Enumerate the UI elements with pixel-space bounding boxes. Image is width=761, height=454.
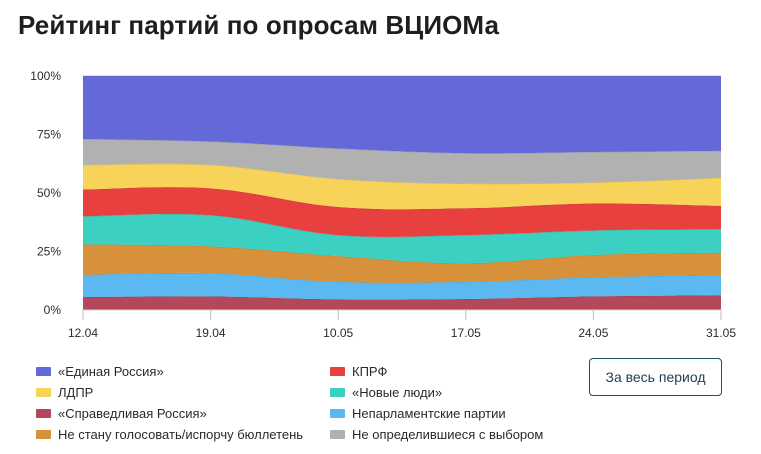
y-axis: 0% 25% 50% 75% 100% xyxy=(30,69,61,317)
legend-item[interactable]: КПРФ xyxy=(330,364,387,379)
area-series xyxy=(83,139,721,184)
x-tick-label: 12.04 xyxy=(68,326,98,340)
legend-label: Непарламентские партии xyxy=(352,406,506,421)
full-period-button[interactable]: За весь период xyxy=(589,358,722,396)
y-tick-label: 50% xyxy=(37,186,61,200)
area-series-edge xyxy=(82,186,722,210)
legend-swatch xyxy=(36,409,51,418)
legend-label: «Единая Россия» xyxy=(58,364,164,379)
page-title: Рейтинг партий по опросам ВЦИОМа xyxy=(18,10,500,40)
chart-areas xyxy=(82,75,722,310)
legend-swatch xyxy=(36,388,51,397)
legend-item[interactable]: «Новые люди» xyxy=(330,385,442,400)
y-tick-label: 0% xyxy=(44,303,62,317)
legend-swatch xyxy=(330,367,345,376)
y-tick-label: 75% xyxy=(37,128,61,142)
x-axis: 12.04 19.04 10.05 17.05 24.05 31.05 xyxy=(68,309,736,340)
area-series xyxy=(83,76,721,154)
x-tick-label: 31.05 xyxy=(706,326,736,340)
legend-swatch xyxy=(330,409,345,418)
legend-label: ЛДПР xyxy=(58,385,94,400)
legend-item[interactable]: Непарламентские партии xyxy=(330,406,506,421)
x-tick-label: 24.05 xyxy=(578,326,608,340)
legend-item[interactable]: Не стану голосовать/испорчу бюллетень xyxy=(36,427,303,442)
legend-label: «Справедливая Россия» xyxy=(58,406,207,421)
x-tick-label: 19.04 xyxy=(196,326,226,340)
legend-swatch xyxy=(330,388,345,397)
area-series xyxy=(83,295,721,310)
area-series xyxy=(83,213,721,264)
area-series xyxy=(83,163,721,210)
x-tick-label: 17.05 xyxy=(451,326,481,340)
y-tick-label: 25% xyxy=(37,245,61,259)
stacked-area-chart: 12.04 19.04 10.05 17.05 24.05 31.05 0% 25% 50% 7… xyxy=(30,69,736,340)
legend-swatch xyxy=(36,430,51,439)
legend-swatch xyxy=(36,367,51,376)
area-series-edge xyxy=(82,272,722,284)
legend-item[interactable]: «Единая Россия» xyxy=(36,364,164,379)
area-series xyxy=(83,272,721,300)
legend-label: «Новые люди» xyxy=(352,385,443,400)
x-tick-label: 10.05 xyxy=(323,326,353,340)
y-tick-label: 100% xyxy=(30,69,61,83)
legend-item[interactable]: ЛДПР xyxy=(36,385,93,400)
legend-item[interactable]: Не определившиеся с выбором xyxy=(330,427,543,442)
legend-label: Не определившиеся с выбором xyxy=(352,427,544,442)
legend-swatch xyxy=(330,430,345,439)
legend-label: Не стану голосовать/испорчу бюллетень xyxy=(58,427,304,442)
area-series xyxy=(83,187,721,237)
area-series xyxy=(83,244,721,283)
legend-label: КПРФ xyxy=(352,364,388,379)
legend-item[interactable]: «Справедливая Россия» xyxy=(36,406,207,421)
